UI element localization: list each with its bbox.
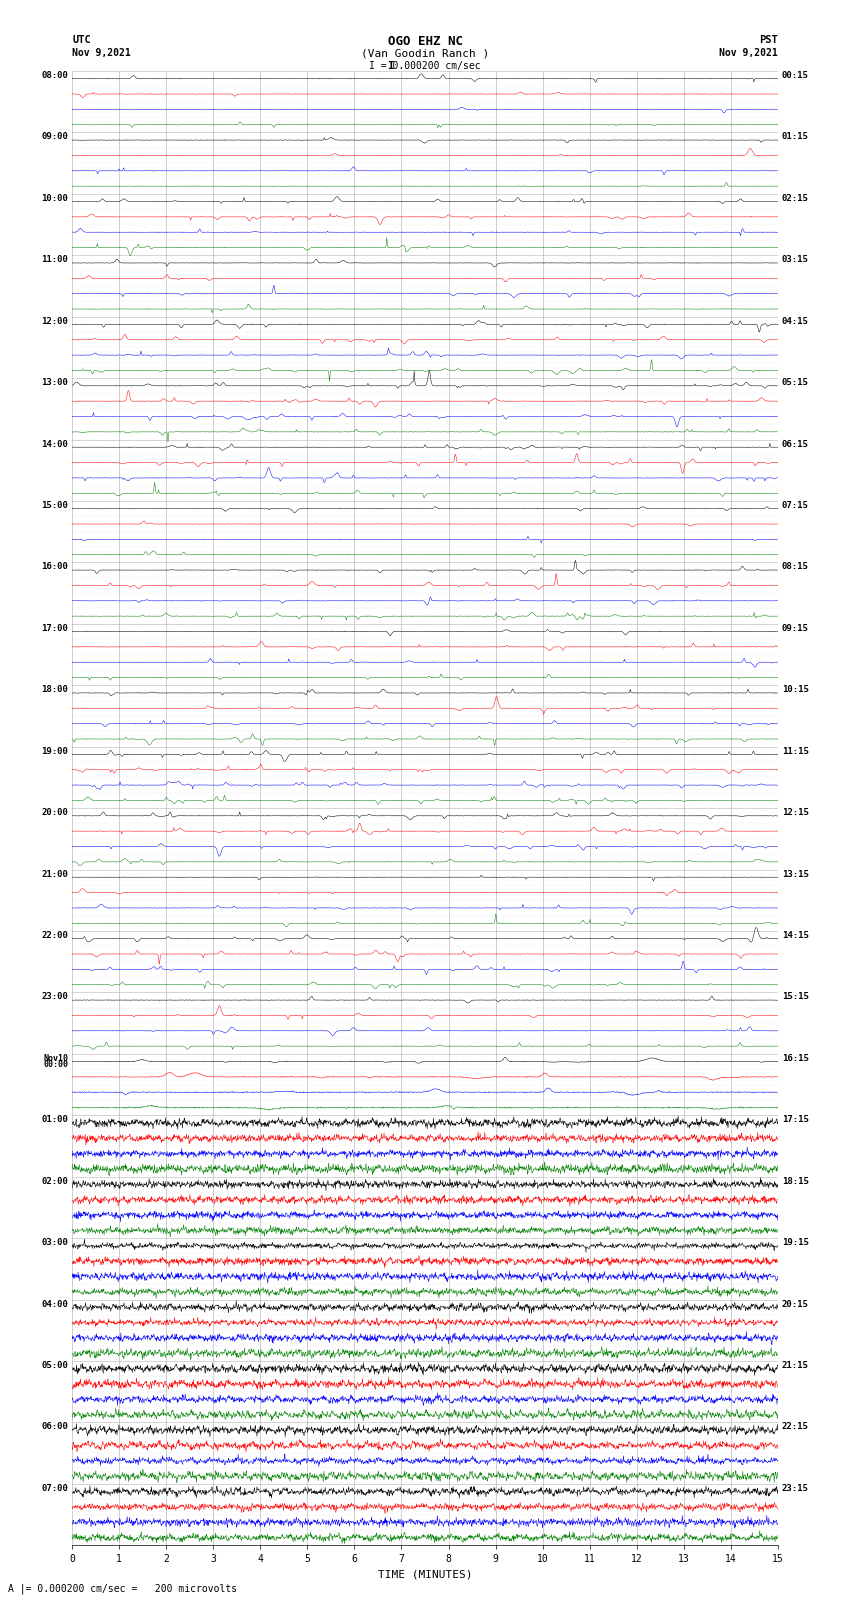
Text: 11:00: 11:00 <box>41 255 68 265</box>
Text: 07:15: 07:15 <box>782 502 809 510</box>
Text: 06:00: 06:00 <box>41 1423 68 1431</box>
Text: 17:00: 17:00 <box>41 624 68 632</box>
Text: 00:15: 00:15 <box>782 71 809 81</box>
Text: 16:15: 16:15 <box>782 1053 809 1063</box>
Text: Nov10: Nov10 <box>43 1053 68 1063</box>
Text: 03:15: 03:15 <box>782 255 809 265</box>
Text: 18:15: 18:15 <box>782 1177 809 1186</box>
Text: Nov 9,2021: Nov 9,2021 <box>719 48 778 58</box>
Text: 18:00: 18:00 <box>41 686 68 694</box>
Text: 17:15: 17:15 <box>782 1115 809 1124</box>
Text: 10:15: 10:15 <box>782 686 809 694</box>
Text: 19:00: 19:00 <box>41 747 68 755</box>
Text: 15:00: 15:00 <box>41 502 68 510</box>
Text: PST: PST <box>759 35 778 45</box>
Text: 02:15: 02:15 <box>782 194 809 203</box>
Text: 07:00: 07:00 <box>41 1484 68 1492</box>
Text: 14:15: 14:15 <box>782 931 809 940</box>
Text: A |= 0.000200 cm/sec =   200 microvolts: A |= 0.000200 cm/sec = 200 microvolts <box>8 1582 238 1594</box>
Text: 03:00: 03:00 <box>41 1239 68 1247</box>
Text: UTC: UTC <box>72 35 91 45</box>
Text: 02:00: 02:00 <box>41 1177 68 1186</box>
Text: 10:00: 10:00 <box>41 194 68 203</box>
Text: 08:00: 08:00 <box>41 71 68 81</box>
Text: 12:15: 12:15 <box>782 808 809 818</box>
Text: 21:00: 21:00 <box>41 869 68 879</box>
Text: 08:15: 08:15 <box>782 563 809 571</box>
Text: 20:15: 20:15 <box>782 1300 809 1308</box>
Text: 22:15: 22:15 <box>782 1423 809 1431</box>
Text: 06:15: 06:15 <box>782 440 809 448</box>
Text: 22:00: 22:00 <box>41 931 68 940</box>
Text: 04:00: 04:00 <box>41 1300 68 1308</box>
Text: 12:00: 12:00 <box>41 316 68 326</box>
Text: 15:15: 15:15 <box>782 992 809 1002</box>
Text: 16:00: 16:00 <box>41 563 68 571</box>
Text: 01:15: 01:15 <box>782 132 809 142</box>
Text: Nov 9,2021: Nov 9,2021 <box>72 48 131 58</box>
Text: 13:15: 13:15 <box>782 869 809 879</box>
Text: (Van Goodin Ranch ): (Van Goodin Ranch ) <box>361 48 489 58</box>
Text: 00:00: 00:00 <box>43 1060 68 1069</box>
Text: 09:15: 09:15 <box>782 624 809 632</box>
Text: 05:00: 05:00 <box>41 1361 68 1369</box>
X-axis label: TIME (MINUTES): TIME (MINUTES) <box>377 1569 473 1579</box>
Text: 19:15: 19:15 <box>782 1239 809 1247</box>
Text: 04:15: 04:15 <box>782 316 809 326</box>
Text: I = 0.000200 cm/sec: I = 0.000200 cm/sec <box>369 61 481 71</box>
Text: 11:15: 11:15 <box>782 747 809 755</box>
Text: OGO EHZ NC: OGO EHZ NC <box>388 35 462 48</box>
Text: 23:00: 23:00 <box>41 992 68 1002</box>
Text: 21:15: 21:15 <box>782 1361 809 1369</box>
Text: 20:00: 20:00 <box>41 808 68 818</box>
Text: 14:00: 14:00 <box>41 440 68 448</box>
Text: I: I <box>388 61 394 71</box>
Text: 01:00: 01:00 <box>41 1115 68 1124</box>
Text: 09:00: 09:00 <box>41 132 68 142</box>
Text: 13:00: 13:00 <box>41 377 68 387</box>
Text: 23:15: 23:15 <box>782 1484 809 1492</box>
Text: 05:15: 05:15 <box>782 377 809 387</box>
